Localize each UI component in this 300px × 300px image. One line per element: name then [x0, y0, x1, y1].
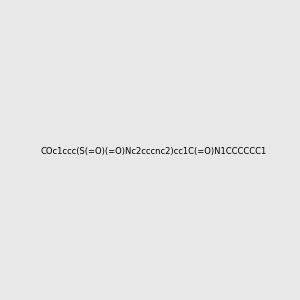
Text: COc1ccc(S(=O)(=O)Nc2cccnc2)cc1C(=O)N1CCCCCC1: COc1ccc(S(=O)(=O)Nc2cccnc2)cc1C(=O)N1CCC… [40, 147, 267, 156]
